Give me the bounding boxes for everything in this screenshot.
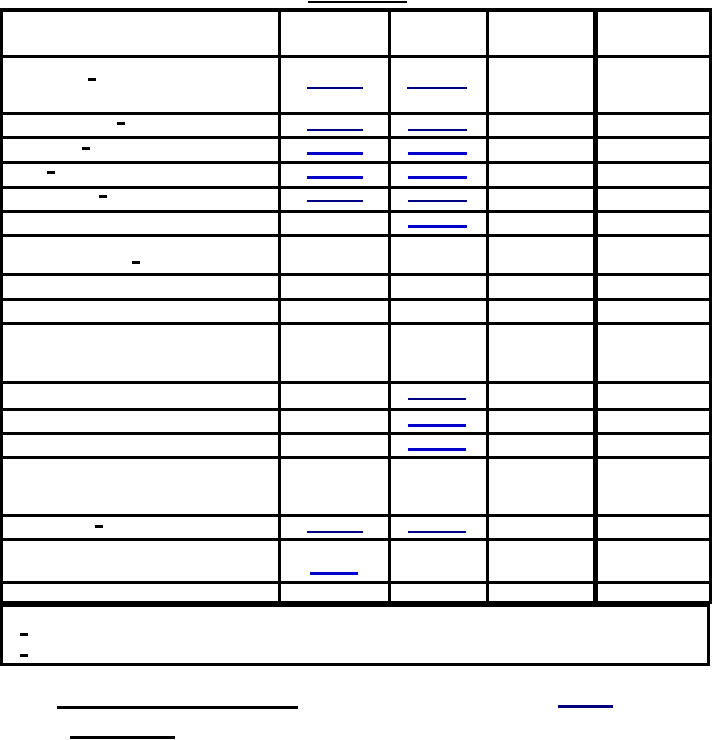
link-underline[interactable] bbox=[408, 129, 467, 131]
footer-underline-rule bbox=[70, 736, 175, 739]
link-underline[interactable] bbox=[408, 424, 466, 427]
table-border-horizontal bbox=[0, 432, 712, 435]
link-underline[interactable] bbox=[307, 200, 363, 202]
notes-dash-text-mark bbox=[20, 654, 28, 657]
link-underline[interactable] bbox=[408, 176, 467, 179]
table-border-vertical bbox=[486, 8, 489, 604]
link-underline[interactable] bbox=[408, 531, 466, 533]
link-underline[interactable] bbox=[307, 176, 363, 179]
table-border-horizontal bbox=[0, 322, 712, 325]
table-border-vertical bbox=[278, 8, 281, 604]
table-border-horizontal bbox=[0, 601, 712, 604]
table-border-horizontal bbox=[0, 55, 712, 58]
table-border-horizontal bbox=[0, 538, 712, 541]
link-underline[interactable] bbox=[408, 200, 467, 202]
table-border-horizontal bbox=[0, 210, 712, 213]
table-border-horizontal bbox=[0, 381, 712, 384]
link-underline[interactable] bbox=[307, 87, 363, 89]
table-border-horizontal bbox=[0, 581, 712, 584]
dash-text-mark bbox=[47, 171, 55, 174]
table-border-horizontal bbox=[0, 514, 712, 517]
dash-text-mark bbox=[88, 78, 96, 81]
notes-dash-text-mark bbox=[20, 633, 28, 636]
dash-text-mark bbox=[95, 525, 103, 528]
page-title-underline bbox=[308, 1, 407, 3]
table-border-vertical bbox=[709, 8, 712, 604]
link-underline[interactable] bbox=[307, 152, 363, 155]
dash-text-mark bbox=[132, 261, 140, 264]
dash-text-mark bbox=[99, 195, 107, 198]
link-underline[interactable] bbox=[408, 152, 467, 155]
link-underline[interactable] bbox=[408, 448, 466, 451]
table-border-horizontal bbox=[0, 234, 712, 237]
table-border-horizontal bbox=[0, 408, 712, 411]
link-underline[interactable] bbox=[310, 572, 358, 575]
dash-text-mark bbox=[82, 147, 90, 150]
table-border-horizontal bbox=[0, 112, 712, 115]
table-border-vertical bbox=[388, 8, 391, 604]
table-border-vertical bbox=[593, 8, 598, 604]
table-border-horizontal bbox=[0, 8, 712, 12]
link-underline[interactable] bbox=[407, 87, 467, 89]
notes-box bbox=[0, 604, 710, 666]
footer-link-underline[interactable] bbox=[558, 705, 613, 708]
table-border-horizontal bbox=[0, 186, 712, 189]
dash-text-mark bbox=[117, 122, 125, 125]
link-underline[interactable] bbox=[307, 531, 363, 533]
table-border-vertical bbox=[0, 8, 3, 604]
table-border-horizontal bbox=[0, 161, 712, 164]
link-underline[interactable] bbox=[408, 225, 467, 228]
table-border-horizontal bbox=[0, 273, 712, 276]
footer-underline-rule bbox=[57, 706, 298, 709]
table-border-horizontal bbox=[0, 298, 712, 301]
link-underline[interactable] bbox=[307, 129, 363, 131]
table-border-horizontal bbox=[0, 456, 712, 459]
link-underline[interactable] bbox=[408, 398, 466, 400]
table-border-horizontal bbox=[0, 136, 712, 139]
